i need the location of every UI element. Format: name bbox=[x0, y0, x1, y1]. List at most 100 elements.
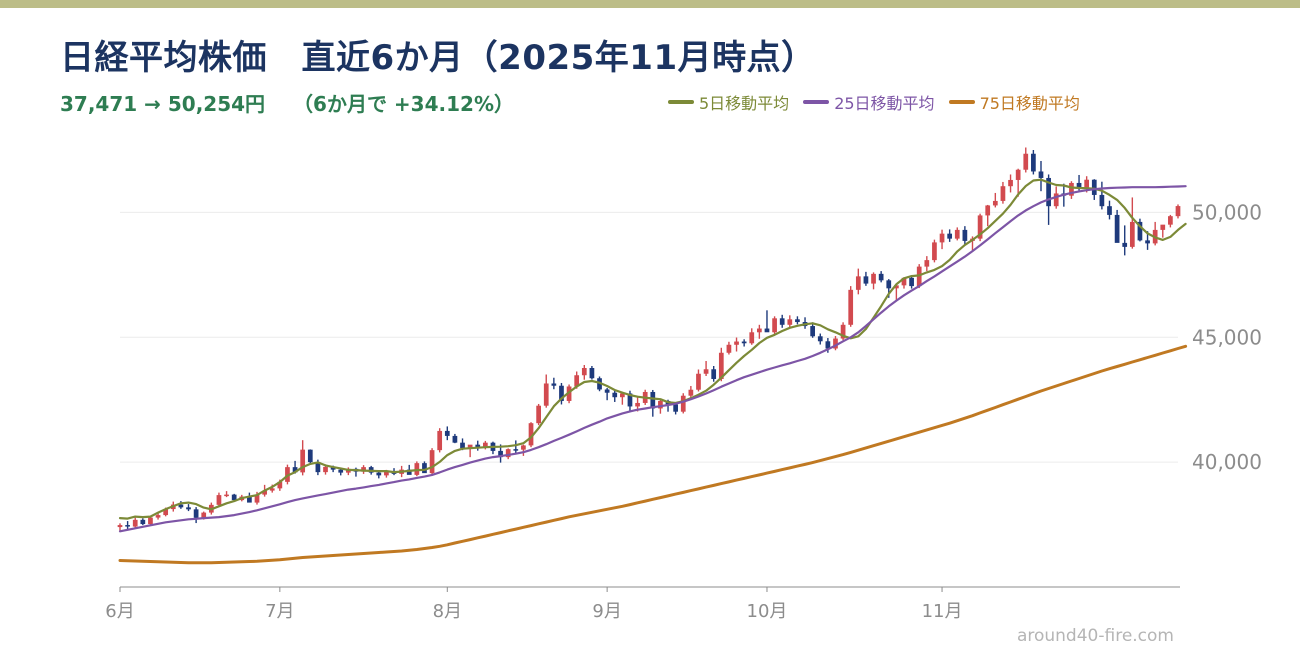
ma75-line bbox=[118, 344, 1188, 565]
candle-down bbox=[1137, 221, 1143, 241]
candle-down bbox=[559, 385, 564, 401]
candle-up bbox=[680, 395, 686, 412]
chart-title: 日経平均株価 直近6か月（2025年11月時点） bbox=[60, 38, 816, 78]
candle-down bbox=[878, 273, 884, 281]
candles bbox=[117, 147, 1181, 531]
candle-up bbox=[384, 471, 389, 476]
candle-up bbox=[300, 449, 306, 473]
candle-up bbox=[323, 466, 328, 473]
candle-up bbox=[894, 285, 899, 289]
candle-up bbox=[954, 229, 960, 239]
candle-down bbox=[406, 469, 412, 475]
candle-down bbox=[1091, 179, 1097, 195]
candle-up bbox=[1015, 169, 1021, 180]
candle-up bbox=[574, 375, 580, 387]
candle-up bbox=[757, 328, 762, 333]
candle-up bbox=[429, 450, 435, 474]
candle-up bbox=[620, 393, 625, 398]
candle-up bbox=[1053, 193, 1059, 207]
candle-down bbox=[1099, 194, 1105, 207]
candle-up bbox=[855, 276, 861, 290]
candle-up bbox=[148, 517, 153, 525]
candle-up bbox=[840, 324, 846, 339]
candle-down bbox=[1145, 240, 1150, 244]
candle-down bbox=[604, 389, 610, 393]
candle-up bbox=[201, 512, 207, 518]
chart-legend: 5日移動平均 25日移動平均 75日移動平均 bbox=[668, 90, 1080, 114]
candle-down bbox=[1031, 153, 1036, 172]
candle-down bbox=[886, 280, 892, 289]
x-tick-label: 7月 bbox=[265, 601, 294, 622]
candle-down bbox=[962, 229, 968, 241]
x-tick-label: 11月 bbox=[922, 601, 963, 622]
candle-up bbox=[467, 444, 473, 449]
candle-down bbox=[422, 463, 427, 474]
candle-down bbox=[711, 369, 717, 379]
candle-up bbox=[216, 495, 222, 505]
candle-up bbox=[262, 490, 267, 495]
candle-down bbox=[673, 404, 678, 412]
y-tick-label: 50,000 bbox=[1192, 200, 1262, 224]
candle-up bbox=[749, 332, 755, 344]
candle-up bbox=[581, 367, 587, 376]
legend-label-ma5: 5日移動平均 bbox=[699, 94, 790, 113]
candle-down bbox=[376, 472, 382, 476]
candle-down bbox=[475, 444, 481, 448]
legend-swatch-ma5 bbox=[668, 100, 694, 104]
candle-up bbox=[871, 273, 876, 284]
legend-item-ma25: 25日移動平均 bbox=[803, 90, 935, 114]
candle-down bbox=[338, 469, 344, 473]
summary-range: 37,471 → 50,254円 bbox=[60, 92, 266, 116]
candle-up bbox=[1160, 224, 1166, 230]
candle-up bbox=[703, 369, 709, 374]
candle-up bbox=[718, 352, 724, 379]
x-tick-label: 8月 bbox=[433, 601, 462, 622]
candle-down bbox=[947, 233, 953, 239]
candle-down bbox=[817, 336, 823, 342]
candle-up bbox=[1069, 182, 1074, 196]
legend-label-ma25: 25日移動平均 bbox=[834, 94, 935, 113]
candle-up bbox=[437, 430, 443, 451]
candle-up bbox=[635, 402, 640, 407]
candle-up bbox=[696, 373, 701, 390]
candle-up bbox=[117, 525, 123, 528]
candle-up bbox=[521, 445, 526, 450]
candle-up bbox=[726, 344, 732, 353]
candle-down bbox=[627, 393, 633, 407]
candle-down bbox=[307, 449, 313, 463]
legend-swatch-ma75 bbox=[948, 100, 975, 104]
candle-up bbox=[848, 289, 854, 325]
x-tick-label: 6月 bbox=[105, 601, 134, 622]
candle-up bbox=[269, 488, 275, 491]
candle-up bbox=[505, 449, 511, 458]
candle-down bbox=[1038, 171, 1044, 178]
candle-up bbox=[977, 215, 983, 239]
candle-down bbox=[1046, 177, 1051, 207]
candle-down bbox=[741, 341, 747, 344]
candle-up bbox=[688, 389, 694, 396]
candle-down bbox=[810, 326, 816, 337]
y-tick-label: 40,000 bbox=[1192, 450, 1262, 474]
x-tick-label: 9月 bbox=[592, 601, 621, 622]
candle-up bbox=[566, 386, 572, 401]
candle-up bbox=[939, 233, 945, 243]
candle-up bbox=[1008, 179, 1013, 187]
candle-down bbox=[589, 367, 595, 379]
candle-up bbox=[1175, 206, 1181, 217]
candle-up bbox=[1023, 153, 1029, 170]
candle-down bbox=[1076, 182, 1082, 188]
candle-down bbox=[1114, 214, 1120, 243]
candle-up bbox=[224, 494, 229, 497]
candle-down bbox=[1122, 242, 1128, 247]
candle-down bbox=[460, 442, 465, 449]
candle-down bbox=[498, 450, 503, 458]
candle-up bbox=[1129, 221, 1135, 247]
candle-down bbox=[330, 466, 336, 470]
candle-up bbox=[155, 515, 161, 518]
candle-up bbox=[277, 481, 283, 489]
candle-up bbox=[1000, 186, 1006, 201]
candle-down bbox=[650, 391, 656, 409]
candle-up bbox=[536, 405, 541, 424]
legend-label-ma75: 75日移動平均 bbox=[979, 94, 1080, 113]
